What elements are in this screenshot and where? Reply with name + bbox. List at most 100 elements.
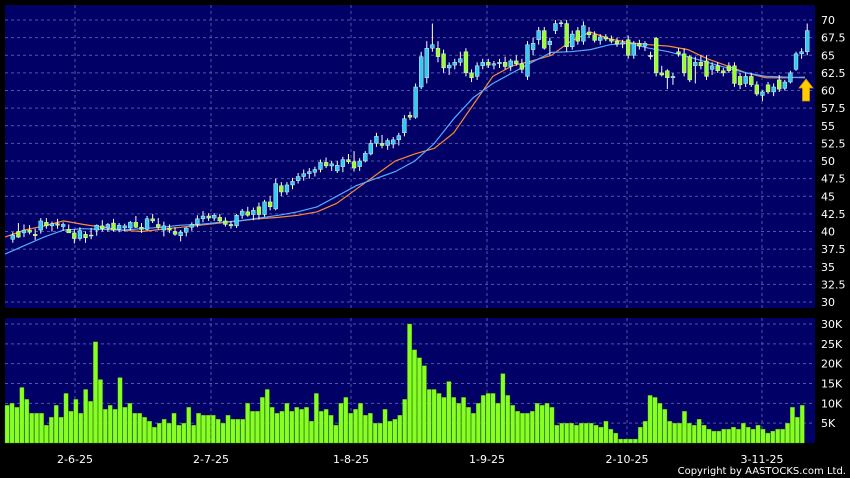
candle [167,224,172,233]
candle-body-up [374,136,379,144]
candle-body-down [27,229,32,233]
candle-body-down [558,22,564,25]
candle [256,202,262,220]
volume-bar [58,417,64,444]
volume-bar [318,411,324,444]
copyright-notice: Copyright by AASTOCKS.com Ltd. [677,466,846,477]
candle-body-down [55,223,60,226]
volume-bar [696,419,702,444]
volume-bar [353,409,358,444]
candle [329,161,334,171]
volume-bar [426,389,432,444]
candle [447,62,452,75]
volume-bar [156,423,162,444]
candle [497,58,502,68]
volume-bar [4,405,10,444]
volume-bar [245,403,250,444]
volume-bar [741,423,746,444]
volume-bar [446,381,452,444]
candle-body-up [670,76,676,79]
candle [704,55,709,80]
candle [128,220,133,231]
candle [111,218,116,232]
candle [413,83,418,119]
candle-body-down [267,201,273,208]
ma_long-line [4,42,806,255]
candle-body-up [329,163,334,167]
candle-body-up [771,86,776,93]
candle [737,72,743,90]
price-tick-label: 70 [821,14,835,27]
candle-body-down [648,55,653,57]
volume-bar [466,407,471,444]
candle-body-down [486,62,491,66]
volume-bar [274,413,280,444]
candle-body-down [721,70,726,74]
volume-bar [623,438,628,444]
candle-body-up [184,227,189,233]
volume-bar [122,407,128,444]
candle-body-down [256,206,262,215]
candle [709,62,715,75]
candle [273,178,278,211]
candle-body-up [10,234,15,240]
volume-bar [230,419,236,444]
candle-body-up [161,225,167,231]
volume-bar [103,409,108,444]
volume-bar [525,413,530,444]
volume-bar [505,395,511,444]
candle [514,55,519,66]
candle-body-down [519,63,525,70]
candle [88,227,94,240]
candle-body-up [709,65,715,70]
candle [150,213,155,224]
price-tick-label: 50 [821,155,835,168]
volume-bar [530,411,535,444]
volume-bar [569,423,574,444]
candle [212,213,217,221]
volume-tick-label: 20K [821,358,843,371]
candle-body-up [402,118,407,133]
volume-bar [161,419,167,444]
candle-body-up [116,224,122,230]
candle [200,211,206,223]
volume-bar [495,403,501,444]
candle [251,207,256,221]
candle [312,166,318,177]
candle [799,48,804,59]
candle [323,157,329,169]
candle-body-down [653,38,659,74]
volume-bar [152,426,157,444]
volume-bar [701,424,707,444]
candle-body-down [592,34,597,41]
candle [49,221,55,232]
candle-body-up [497,62,502,64]
volume-bar [471,413,476,444]
volume-bar [412,349,417,444]
volume-bar [613,432,619,444]
candle-body-up [385,140,390,146]
candle-body-down [777,79,782,90]
volume-bar [544,403,550,444]
candle-body-up [693,62,698,67]
price-tick-label: 45 [821,190,835,203]
volume-bar [387,421,393,444]
candle [44,218,49,229]
candle [77,227,83,241]
volume-bar [9,403,15,444]
volume-bar [588,423,594,444]
volume-bar [691,424,697,444]
volume-bar [368,413,373,444]
candle [732,62,737,87]
volume-bar [132,413,138,444]
candle [603,34,608,42]
candle-body-down [156,224,161,228]
candle [542,27,547,50]
volume-bar [328,415,334,444]
candle [653,36,659,77]
candle-body-down [732,65,737,84]
volume-bar [480,395,486,444]
volume-bar [299,409,304,444]
candle [698,55,704,70]
candle-body-down [139,227,144,230]
